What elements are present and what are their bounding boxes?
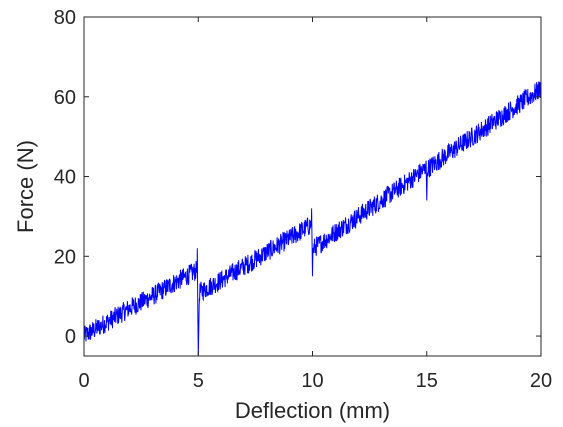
x-axis-ticks: 0 5 10 15 20 [78,17,552,392]
x-tick-label: 10 [301,370,323,392]
x-tick-label: 20 [530,370,552,392]
x-tick-label: 0 [78,370,89,392]
y-axis-label: Force (N) [13,140,38,233]
x-tick-label: 5 [193,370,204,392]
y-tick-label: 40 [54,167,76,189]
plot-frame [83,16,542,357]
x-tick-label: 15 [416,370,438,392]
plot-area [83,16,542,357]
x-axis-label: Deflection (mm) [235,398,390,423]
y-tick-label: 60 [54,87,76,109]
y-tick-label: 20 [54,246,76,268]
y-tick-label: 0 [65,326,76,348]
series-line-noisy [83,81,542,357]
y-tick-label: 80 [54,7,76,29]
y-axis-ticks: 0 20 40 60 80 [54,7,541,348]
